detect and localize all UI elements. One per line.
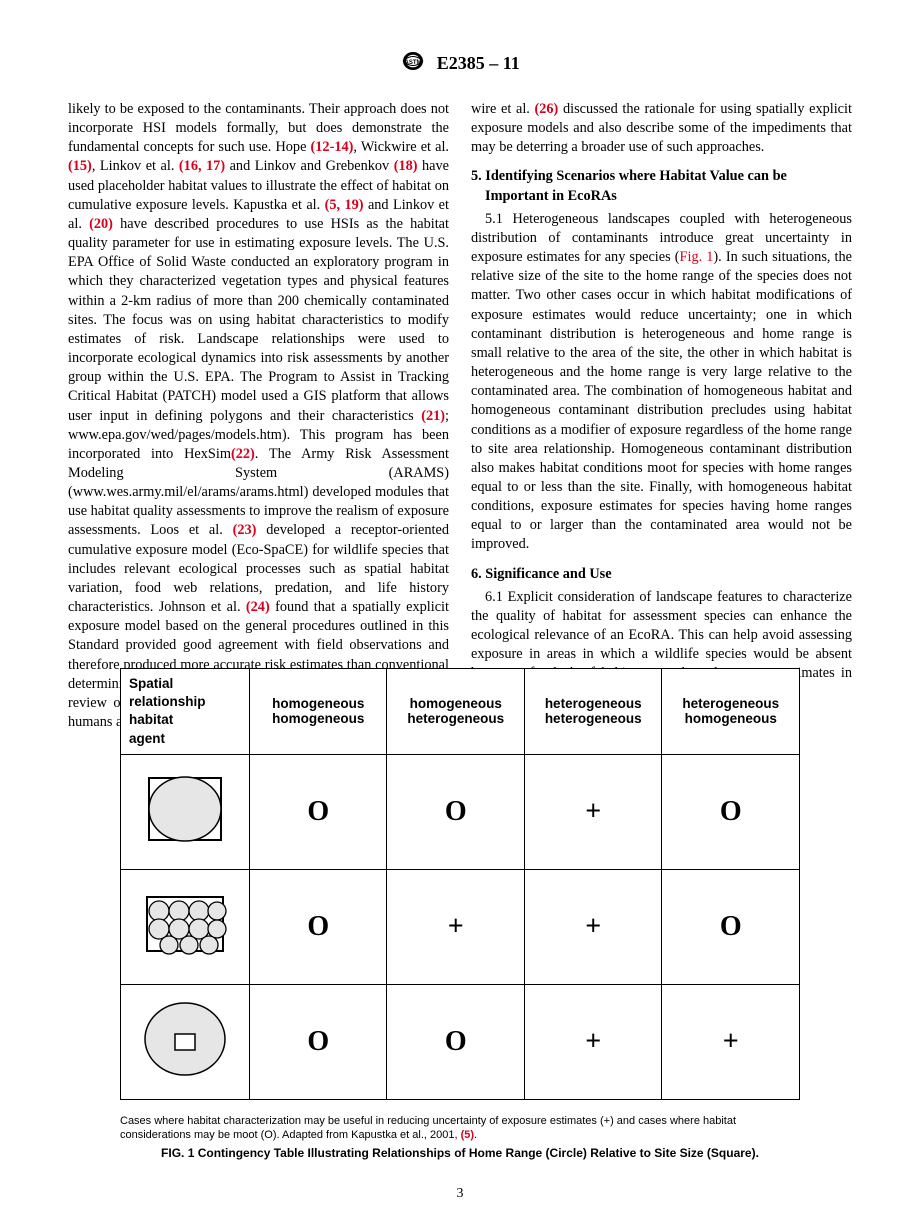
text-run: have described procedures to use HSIs as… — [68, 216, 449, 424]
header-text: homogeneous — [685, 711, 777, 726]
header-text: Spatialrelationshiphabitatagent — [129, 676, 206, 746]
table-row: O O + + — [121, 984, 800, 1099]
row-icon-2 — [121, 869, 250, 984]
cell: O — [387, 984, 524, 1099]
many-circles-in-square-icon — [139, 883, 231, 965]
header-text: homogeneous — [272, 696, 364, 711]
col-header-1: homogeneoushomogeneous — [250, 669, 387, 755]
cell: + — [524, 984, 661, 1099]
left-column: likely to be exposed to the contaminants… — [68, 100, 449, 732]
left-paragraph: likely to be exposed to the contaminants… — [68, 100, 449, 732]
figure-caption: FIG. 1 Contingency Table Illustrating Re… — [120, 1146, 800, 1160]
ref-link[interactable]: (21) — [421, 408, 445, 424]
text-run: , Wickwire et al. — [353, 139, 449, 155]
small-square-in-circle-icon — [139, 998, 231, 1080]
section-5-1: 5.1 Heterogeneous landscapes coupled wit… — [471, 210, 852, 555]
table-row: O O + O — [121, 754, 800, 869]
figure-1: Spatialrelationshiphabitatagent homogene… — [120, 668, 800, 1160]
text-columns: likely to be exposed to the contaminants… — [68, 100, 852, 732]
row-label-header: Spatialrelationshiphabitatagent — [121, 669, 250, 755]
header-text: homogeneous — [410, 696, 502, 711]
ref-link[interactable]: (16, 17) — [179, 158, 225, 174]
header-text: homogeneous — [272, 711, 364, 726]
astm-logo-icon: ASTM — [400, 50, 426, 77]
cell: + — [662, 984, 800, 1099]
col-header-2: homogeneousheterogeneous — [387, 669, 524, 755]
ref-link[interactable]: (5, 19) — [325, 197, 364, 213]
page-header: ASTM E2385 – 11 — [0, 50, 920, 77]
cell: O — [250, 754, 387, 869]
ref-link[interactable]: (26) — [535, 101, 559, 117]
col-header-3: heterogeneousheterogeneous — [524, 669, 661, 755]
header-text: heterogeneous — [545, 696, 642, 711]
circle-equals-square-icon — [139, 768, 231, 850]
text-run: and Linkov and Grebenkov — [225, 158, 394, 174]
table-header-row: Spatialrelationshiphabitatagent homogene… — [121, 669, 800, 755]
ref-link[interactable]: (5) — [461, 1129, 474, 1141]
text-run: , Linkov et al. — [92, 158, 179, 174]
ref-link[interactable]: (23) — [233, 522, 257, 538]
row-icon-1 — [121, 754, 250, 869]
col-header-4: heterogeneoushomogeneous — [662, 669, 800, 755]
right-paragraph-0: wire et al. (26) discussed the rationale… — [471, 100, 852, 157]
page-number: 3 — [0, 1186, 920, 1202]
text-run: ). In such situations, the relative size… — [471, 249, 852, 552]
cell: + — [524, 869, 661, 984]
ref-link[interactable]: (18) — [394, 158, 418, 174]
cell: + — [524, 754, 661, 869]
cell: O — [662, 754, 800, 869]
section-6-title: 6. Significance and Use — [471, 565, 852, 584]
note-text: . — [474, 1129, 477, 1141]
ref-link[interactable]: (12-14) — [311, 139, 354, 155]
right-column: wire et al. (26) discussed the rationale… — [471, 100, 852, 732]
cell: O — [250, 869, 387, 984]
cell: + — [387, 869, 524, 984]
contingency-table: Spatialrelationshiphabitatagent homogene… — [120, 668, 800, 1100]
text-run: wire et al. — [471, 101, 535, 117]
cell: O — [250, 984, 387, 1099]
cell: O — [387, 754, 524, 869]
row-icon-3 — [121, 984, 250, 1099]
standard-code: E2385 – 11 — [437, 53, 520, 73]
section-5-title: 5. Identifying Scenarios where Habitat V… — [471, 167, 852, 205]
figure-link[interactable]: Fig. 1 — [680, 249, 714, 265]
ref-link[interactable]: (24) — [246, 599, 270, 615]
header-text: heterogeneous — [407, 711, 504, 726]
table-row: O + + O — [121, 869, 800, 984]
ref-link[interactable]: (15) — [68, 158, 92, 174]
header-text: heterogeneous — [545, 711, 642, 726]
ref-link[interactable]: (20) — [89, 216, 113, 232]
header-text: heterogeneous — [682, 696, 779, 711]
ref-link[interactable]: (22) — [231, 446, 255, 462]
cell: O — [662, 869, 800, 984]
figure-note: Cases where habitat characterization may… — [120, 1114, 800, 1143]
note-text: Cases where habitat characterization may… — [120, 1115, 736, 1141]
